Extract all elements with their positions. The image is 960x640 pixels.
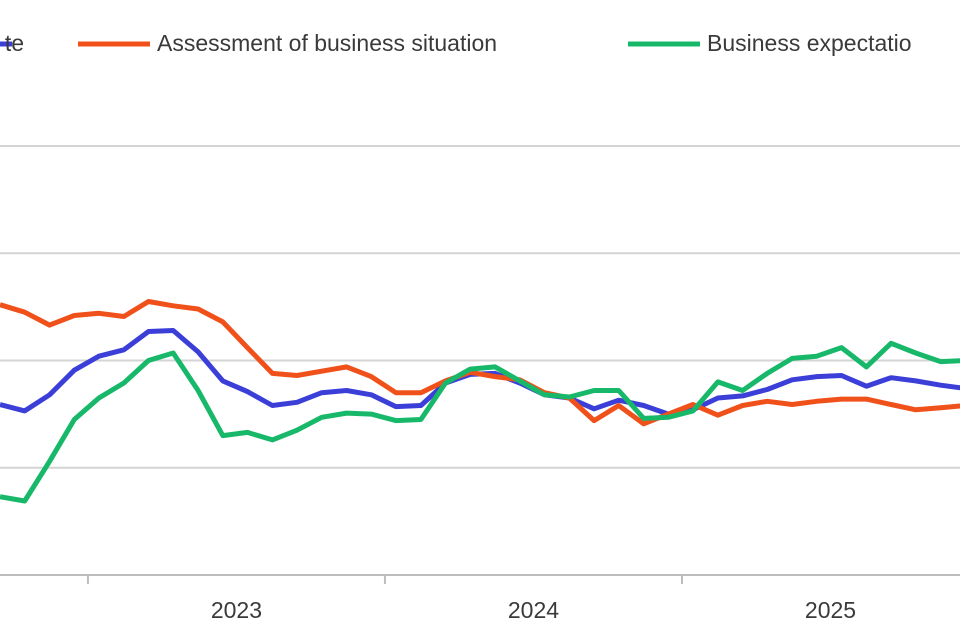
legend-label: Assessment of business situation [157,30,497,56]
x-tick-label: 2023 [211,597,262,623]
x-tick-label: 2024 [508,597,559,623]
legend-label: te [5,30,24,56]
legend-label: Business expectatio [707,30,912,56]
line-series [0,299,960,427]
line-series [0,340,960,504]
plot-area [0,299,960,504]
x-tick-label: 2025 [805,597,856,623]
